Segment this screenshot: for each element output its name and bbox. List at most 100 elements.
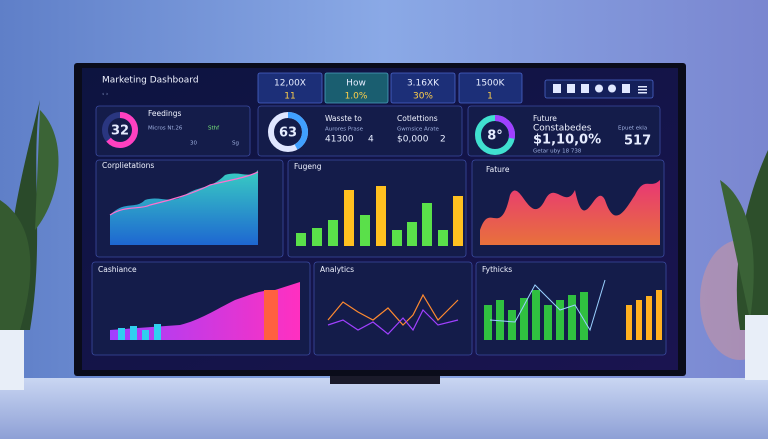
shape-circle bbox=[268, 112, 308, 152]
cards-lines: Aurores Prase bbox=[325, 127, 364, 133]
cards-lines: Sg bbox=[232, 141, 239, 147]
panels-title: Fythicks bbox=[482, 265, 512, 274]
shape-rect bbox=[376, 186, 386, 246]
shape-path bbox=[720, 180, 754, 320]
shape-rect[interactable] bbox=[581, 84, 589, 93]
shape-circle[interactable] bbox=[608, 84, 616, 93]
shape-rect bbox=[580, 292, 588, 340]
panels-title: Fugeng bbox=[294, 162, 322, 171]
shape-polyline bbox=[327, 293, 459, 326]
shape-rect bbox=[458, 72, 523, 104]
cards-lines: 41300 bbox=[325, 135, 354, 145]
shape-rect bbox=[313, 261, 473, 356]
cards-title: Future bbox=[533, 114, 557, 123]
shape-rect bbox=[328, 220, 338, 246]
shape-path bbox=[0, 200, 31, 330]
kpis-value: How bbox=[346, 79, 366, 89]
cards-lines: Epuet ekla bbox=[618, 126, 647, 132]
shape-path bbox=[480, 180, 660, 245]
shape-rect bbox=[422, 203, 432, 246]
panels-title: Corplietations bbox=[102, 161, 154, 170]
shape-rect bbox=[508, 310, 516, 340]
shape-rect bbox=[0, 330, 24, 390]
shape-rect bbox=[646, 296, 652, 340]
panels-title: Analytics bbox=[320, 265, 354, 274]
kpis-sub: 1 bbox=[487, 92, 493, 102]
shape-rect bbox=[390, 72, 456, 104]
shape-circle bbox=[475, 115, 515, 155]
shape-rect bbox=[95, 105, 251, 157]
shape-rect[interactable] bbox=[553, 84, 561, 93]
shape-rect bbox=[568, 295, 576, 340]
nav-arrows: ‹ › bbox=[102, 92, 108, 98]
shape-rect bbox=[407, 222, 417, 246]
shape-rect[interactable] bbox=[622, 84, 630, 93]
kpis-sub: 11 bbox=[284, 92, 295, 102]
shape-rect[interactable] bbox=[638, 92, 647, 94]
shape-rect bbox=[130, 326, 137, 340]
shape-rect bbox=[0, 378, 768, 439]
cards-lines: Sthf bbox=[208, 126, 220, 132]
shape-rect bbox=[324, 72, 389, 104]
kpis-sub: 30% bbox=[413, 92, 433, 102]
shape-rect bbox=[312, 228, 322, 246]
shape-rect bbox=[344, 190, 354, 246]
dashboard-title: Marketing Dashboard bbox=[102, 76, 199, 86]
shape-circle bbox=[102, 112, 138, 148]
shape-rect bbox=[257, 72, 323, 104]
panels-title: Fature bbox=[486, 165, 510, 174]
shape-rect bbox=[142, 330, 149, 340]
shape-path bbox=[110, 170, 258, 245]
cards-lines: $0,000 bbox=[397, 135, 429, 145]
shape-rect[interactable] bbox=[638, 89, 647, 91]
shape-rect bbox=[118, 328, 125, 340]
cards-lines: Constabedes bbox=[533, 124, 592, 134]
shape-rect bbox=[656, 290, 662, 340]
shape-rect bbox=[264, 290, 278, 340]
shape-rect bbox=[544, 305, 552, 340]
shape-rect bbox=[360, 215, 370, 246]
shape-rect bbox=[392, 230, 402, 246]
kpis-value: 12,00X bbox=[274, 79, 306, 89]
cards-lines: 30 bbox=[190, 141, 197, 147]
shape-polyline bbox=[327, 308, 459, 335]
shape-rect bbox=[520, 298, 528, 340]
cards-lines: Micros Nt.26 bbox=[148, 126, 183, 132]
shape-rect bbox=[745, 315, 768, 380]
shape-rect bbox=[453, 196, 463, 246]
donut-label: 32 bbox=[111, 124, 129, 139]
kpi-row: 12,00X 11 How 1.0% 3.16XK 30% 1500K 1 bbox=[257, 72, 523, 104]
panels-title: Cashiance bbox=[98, 265, 137, 274]
shape-path bbox=[110, 282, 300, 340]
cards-title: Wasste to bbox=[325, 114, 362, 123]
cards-donut: 8° bbox=[487, 129, 503, 144]
cards-lines: Cotlettions bbox=[397, 114, 438, 123]
shape-polyline bbox=[489, 279, 606, 332]
cards-lines: Getar uby 18 738 bbox=[533, 149, 582, 155]
shape-rect[interactable] bbox=[567, 84, 575, 93]
shape-path bbox=[109, 171, 259, 216]
icon-bar[interactable] bbox=[544, 79, 654, 99]
shape-circle[interactable] bbox=[595, 84, 603, 93]
shape-rect bbox=[626, 305, 632, 340]
shape-rect bbox=[296, 233, 306, 246]
cards-lines: 517 bbox=[624, 134, 651, 149]
shape-rect bbox=[484, 305, 492, 340]
kpis-sub: 1.0% bbox=[345, 92, 368, 102]
cards-lines: 2 bbox=[440, 135, 446, 145]
cards-lines: 4 bbox=[368, 135, 374, 145]
cards-title: Feedings bbox=[148, 109, 181, 118]
kpis-value: 3.16XK bbox=[407, 79, 440, 89]
cards-lines: Gwrnsice Arate bbox=[397, 127, 440, 133]
shape-rect bbox=[532, 290, 540, 340]
shape-rect bbox=[154, 324, 161, 340]
shape-rect[interactable] bbox=[638, 86, 647, 88]
shape-rect bbox=[556, 300, 564, 340]
shape-rect bbox=[636, 300, 642, 340]
shape-rect bbox=[467, 105, 661, 157]
cards-lines: $1,10,0% bbox=[533, 133, 601, 148]
kpis-value: 1500K bbox=[476, 79, 506, 89]
shape-path bbox=[35, 110, 59, 230]
shape-rect bbox=[496, 300, 504, 340]
